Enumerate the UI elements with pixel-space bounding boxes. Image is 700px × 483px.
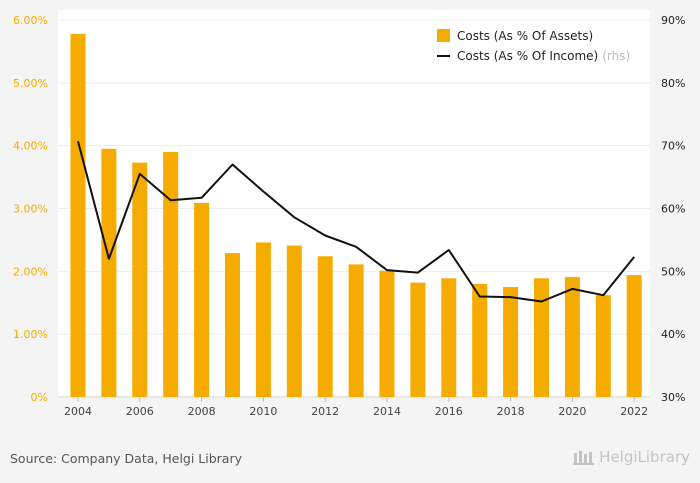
x-axis-ticks: 2004 2006 2008 2010 2012 2014 2016 2018 2020 2022 <box>64 397 648 418</box>
x-tick-label: 2014 <box>373 405 401 418</box>
right-tick-label: 90% <box>661 14 685 27</box>
legend-label-line-name: Costs (As % Of Income) <box>457 49 598 63</box>
legend-label-line: Costs (As % Of Income) (rhs) <box>457 49 630 63</box>
line-series <box>77 141 635 303</box>
x-tick-label: 2012 <box>311 405 339 418</box>
bar <box>255 242 271 397</box>
right-tick-label: 70% <box>661 140 685 153</box>
bar <box>132 162 148 397</box>
right-axis-ticks: 30% 40% 50% 60% 70% 80% 90% <box>661 14 685 404</box>
library-icon <box>573 451 595 465</box>
right-tick-label: 80% <box>661 77 685 90</box>
left-tick-label: 4.00% <box>13 140 48 153</box>
bar <box>101 148 117 397</box>
bar <box>379 270 395 397</box>
bar <box>472 283 488 397</box>
right-tick-label: 50% <box>661 265 685 278</box>
legend-label-bar: Costs (As % Of Assets) <box>457 29 593 43</box>
left-tick-label: 0% <box>31 391 48 404</box>
bar-series <box>70 33 642 397</box>
line-path <box>77 141 635 303</box>
right-tick-label: 60% <box>661 203 685 216</box>
bar <box>441 278 457 397</box>
bar <box>286 245 302 397</box>
bar <box>317 256 333 397</box>
legend: Costs (As % Of Assets) Costs (As % Of In… <box>437 29 630 63</box>
bar <box>410 282 426 397</box>
x-tick-label: 2016 <box>435 405 463 418</box>
left-tick-label: 6.00% <box>13 14 48 27</box>
left-tick-label: 3.00% <box>13 203 48 216</box>
right-tick-label: 40% <box>661 328 685 341</box>
x-tick-label: 2006 <box>126 405 154 418</box>
x-tick-label: 2008 <box>188 405 216 418</box>
left-axis-ticks: 0% 1.00% 2.00% 3.00% 4.00% 5.00% 6.00% <box>13 14 48 404</box>
x-tick-label: 2022 <box>620 405 648 418</box>
bar <box>194 202 210 397</box>
x-tick-label: 2010 <box>249 405 277 418</box>
bar <box>595 295 611 397</box>
bar <box>503 287 519 397</box>
bar <box>163 151 179 397</box>
bar <box>534 278 549 397</box>
x-tick-label: 2018 <box>497 405 525 418</box>
right-tick-label: 30% <box>661 391 685 404</box>
left-tick-label: 1.00% <box>13 328 48 341</box>
bar <box>70 33 86 397</box>
helgi-library-logo: HelgiLibrary <box>573 448 690 466</box>
bar <box>348 264 364 397</box>
x-tick-label: 2020 <box>558 405 586 418</box>
legend-rhs-note: (rhs) <box>602 49 630 63</box>
left-tick-label: 2.00% <box>13 265 48 278</box>
logo-text: HelgiLibrary <box>599 448 690 466</box>
source-note: Source: Company Data, Helgi Library <box>10 451 243 466</box>
legend-swatch-bar <box>437 29 450 42</box>
x-tick-label: 2004 <box>64 405 92 418</box>
left-tick-label: 5.00% <box>13 77 48 90</box>
bar <box>225 253 240 397</box>
bar <box>626 275 642 397</box>
bar <box>564 276 580 397</box>
